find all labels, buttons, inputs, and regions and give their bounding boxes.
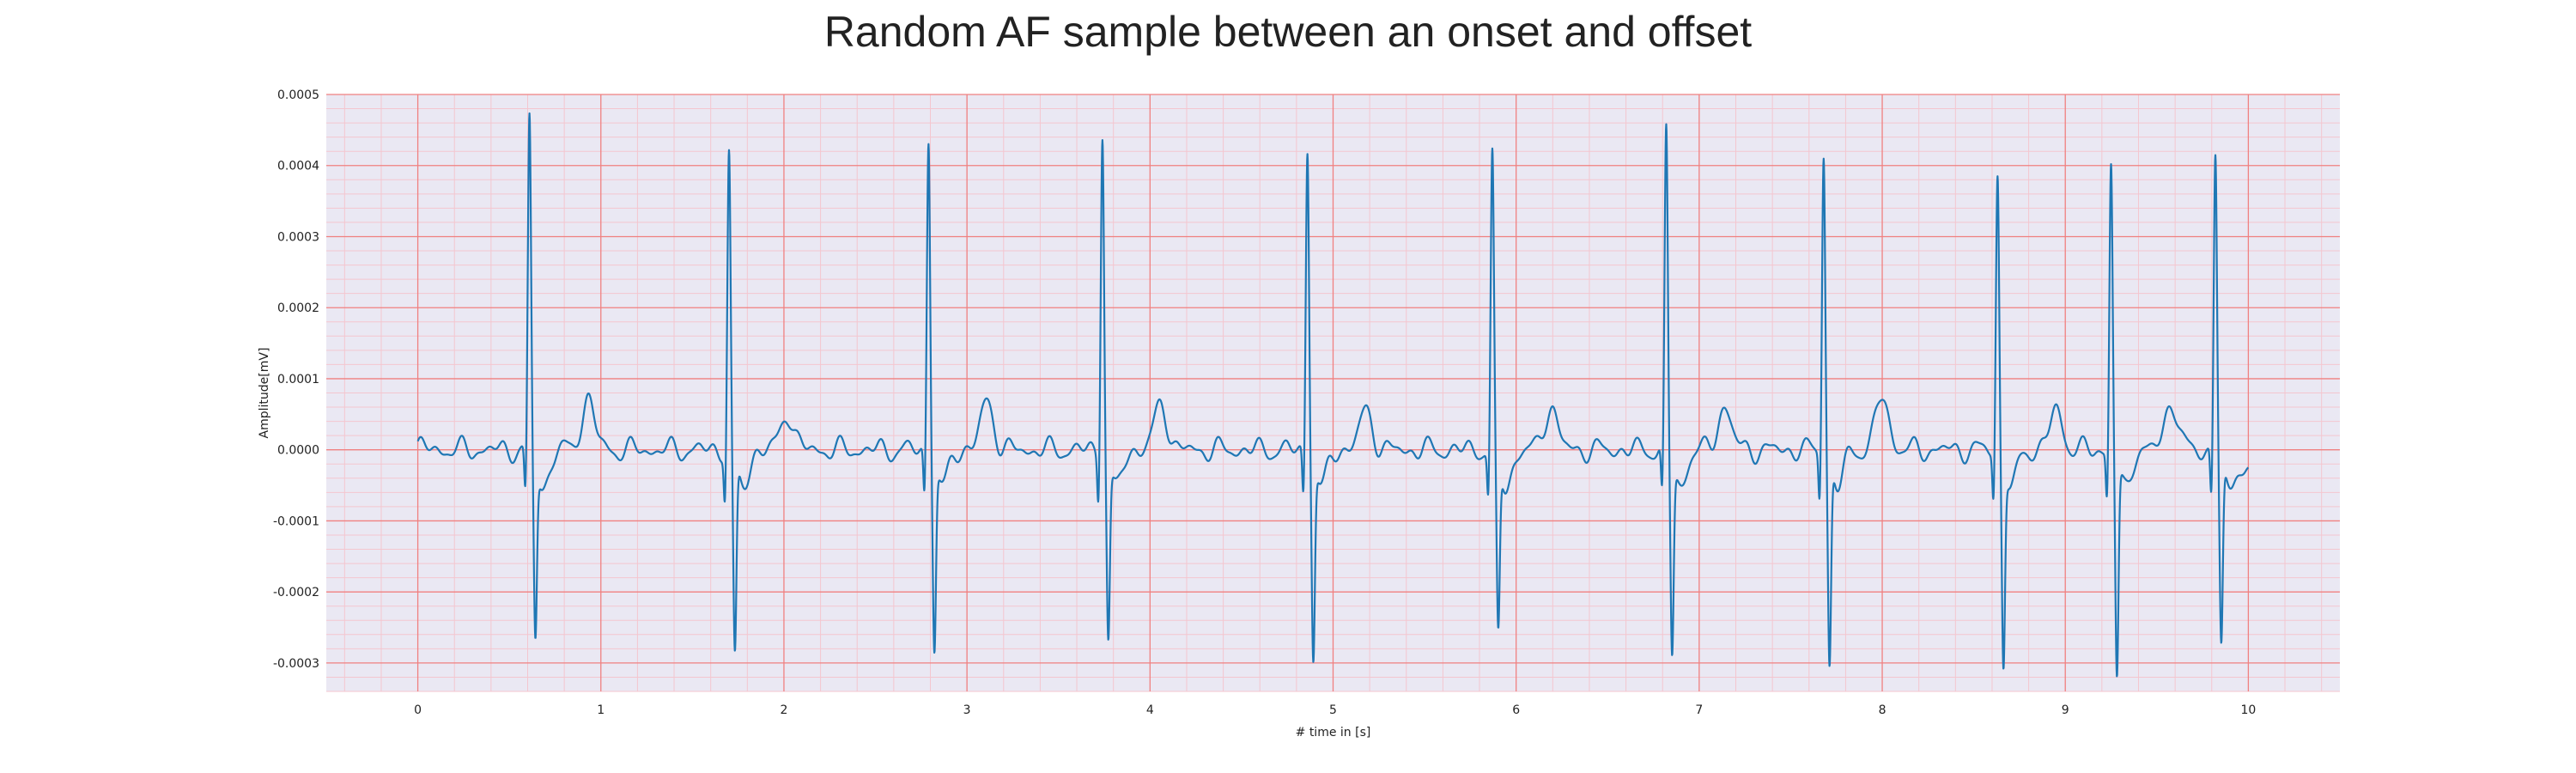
y-tick-label: 0.0000 xyxy=(277,444,319,458)
x-tick-label: 2 xyxy=(780,703,787,717)
y-tick-label: -0.0001 xyxy=(273,514,319,528)
x-tick-label: 5 xyxy=(1329,703,1337,717)
x-tick-label: 6 xyxy=(1512,703,1520,717)
x-tick-label: 10 xyxy=(2240,703,2256,717)
y-tick-label: 0.0004 xyxy=(277,160,319,173)
x-tick-label: 0 xyxy=(414,703,422,717)
y-tick-label: -0.0003 xyxy=(273,657,319,671)
ecg-series-line xyxy=(416,112,2250,678)
x-tick-label: 7 xyxy=(1695,703,1703,717)
x-tick-label: 3 xyxy=(963,703,971,717)
y-tick-label: 0.0002 xyxy=(277,301,319,315)
chart-title: Random AF sample between an onset and of… xyxy=(823,8,1753,56)
x-axis-label: # time in [s] xyxy=(1296,726,1371,740)
y-tick-label: 0.0003 xyxy=(277,230,319,244)
x-tick-label: 4 xyxy=(1146,703,1154,717)
y-tick-labels: -0.0003 -0.0002 -0.0001 0.0000 0.0001 0.0002 0… xyxy=(273,88,319,671)
y-tick-label: 0.0001 xyxy=(277,373,319,386)
y-axis-label: Amplitude[mV] xyxy=(258,348,271,439)
x-tick-label: 1 xyxy=(597,703,605,717)
major-grid xyxy=(326,94,2340,691)
y-tick-label: -0.0002 xyxy=(273,586,319,600)
x-tick-label: 9 xyxy=(2062,703,2069,717)
x-tick-labels: 0 1 2 3 4 5 6 7 8 9 10 xyxy=(414,703,2256,717)
y-tick-label: 0.0005 xyxy=(277,88,319,102)
x-tick-label: 8 xyxy=(1879,703,1886,717)
